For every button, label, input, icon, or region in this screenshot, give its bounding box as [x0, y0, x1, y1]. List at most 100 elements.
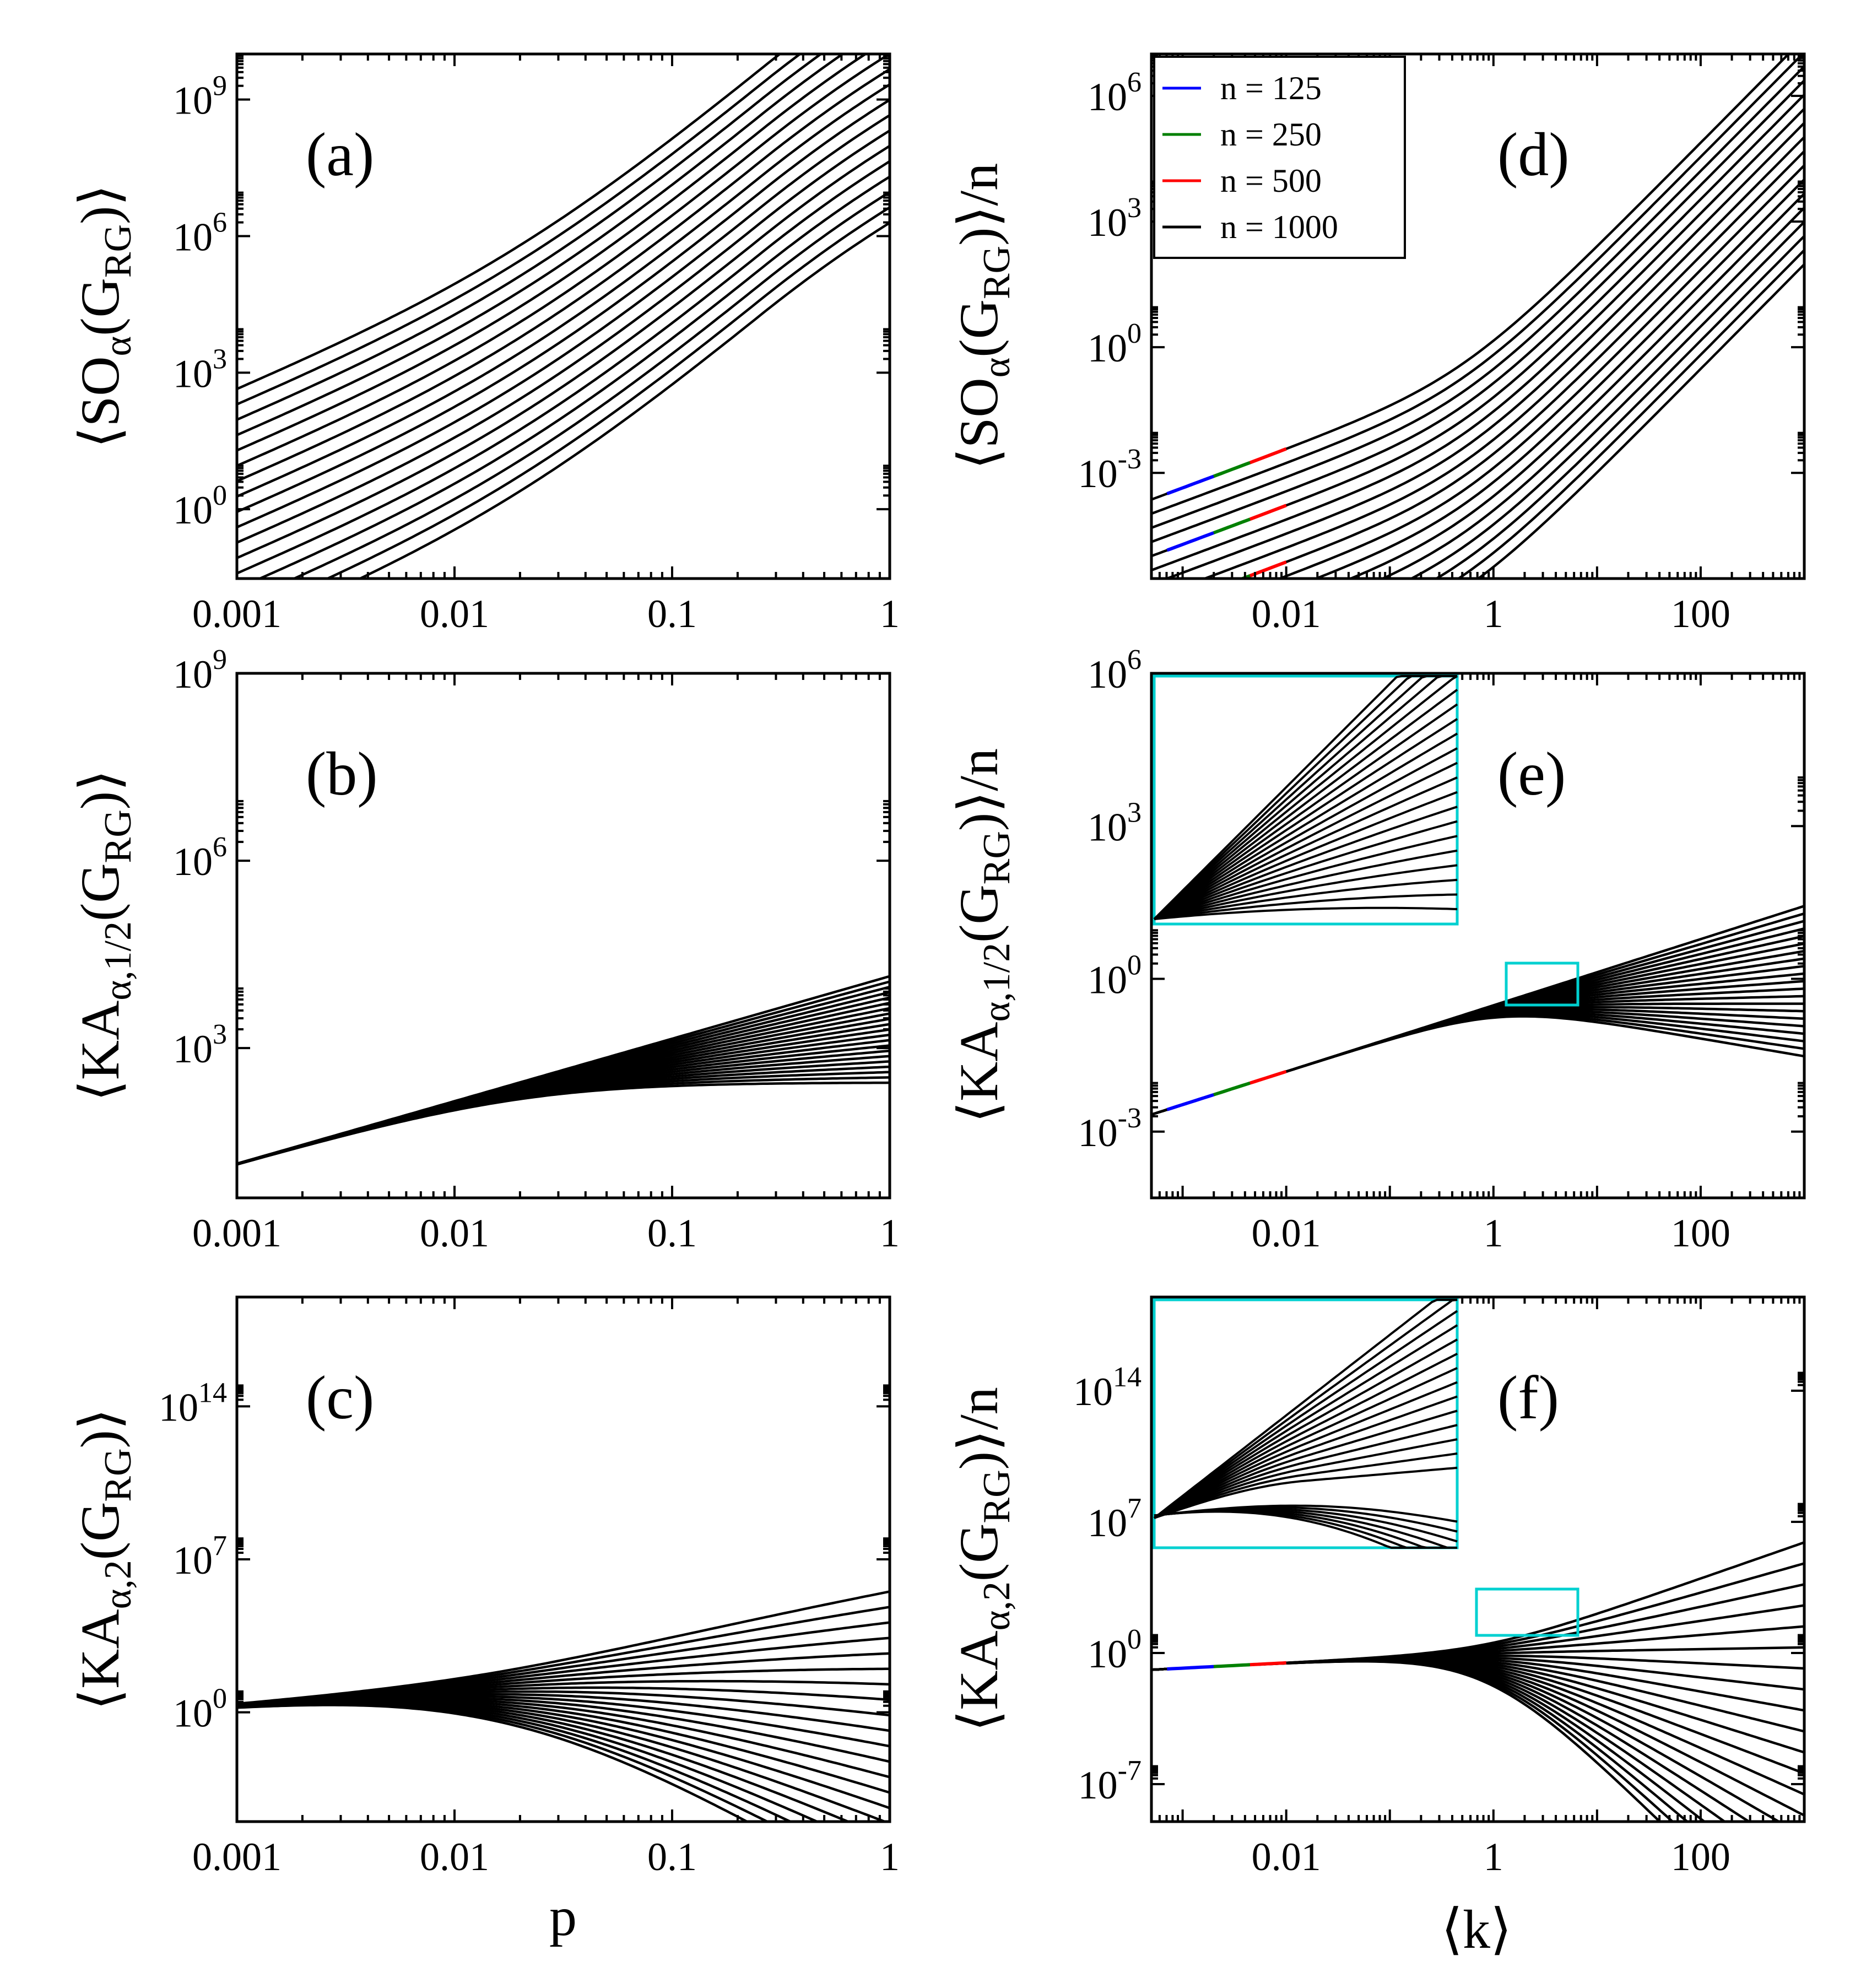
y-tick-label: 109 [173, 644, 227, 696]
series-line [1201, 136, 1804, 579]
panel-e-ylabel: ⟨KAα,1/2(GRG)⟩/n [948, 748, 1018, 1123]
series-line [1151, 1660, 1689, 1822]
inset-series-line [1153, 1324, 1458, 1519]
series-line [1151, 1659, 1804, 1817]
series-line [237, 1081, 890, 1166]
panel-c-xlabel: p [549, 1886, 577, 1947]
series-line [1151, 1011, 1804, 1116]
series-line [1151, 79, 1804, 543]
y-tick-label: 106 [173, 831, 227, 884]
panel-b-ticks: 0.001 0.01 0.1 1 103 106 109 [173, 644, 900, 1255]
panel-f-curves [1151, 1541, 1804, 1822]
panel-d-ticks: 0.01 1 100 10-3 100 103 106 [1078, 54, 1805, 636]
panel-c-label: (c) [306, 1364, 374, 1432]
panel-f-inset-curves [1153, 1299, 1458, 1549]
inset-series-line [1154, 1409, 1458, 1519]
panel-b-label: (b) [306, 740, 378, 808]
inset-series-line [1153, 1353, 1458, 1519]
inset-series-line [1153, 747, 1458, 920]
inset-series-line [1154, 835, 1458, 920]
inset-series-line [1153, 675, 1457, 920]
series-line [237, 144, 890, 559]
series-line [237, 1590, 890, 1705]
x-tick-label: 1 [1484, 1211, 1503, 1255]
y-tick-label: 103 [173, 343, 227, 396]
series-line [1276, 164, 1804, 579]
series-segment [1213, 1081, 1251, 1096]
series-line [1151, 1013, 1804, 1116]
series-line [1151, 972, 1804, 1116]
panel-d-ylabel: ⟨SOα(GRG)⟩/n [948, 163, 1018, 469]
series-line [1476, 263, 1804, 579]
y-tick-label: 106 [1088, 67, 1142, 119]
y-tick-label: 10-7 [1078, 1755, 1142, 1807]
y-tick-label: 107 [173, 1530, 227, 1582]
inset-series-line [1154, 1424, 1458, 1519]
y-tick-label: 103 [1088, 797, 1142, 849]
series-line [237, 1033, 890, 1165]
x-tick-label: 0.01 [420, 592, 489, 636]
x-tick-label: 0.1 [647, 592, 697, 636]
x-tick-label: 0.001 [192, 1835, 282, 1879]
inset-series-line [1154, 820, 1458, 920]
series-line [1151, 957, 1804, 1116]
inset-series-line [1154, 761, 1458, 920]
series-line [1151, 1659, 1751, 1822]
series-line [237, 1702, 820, 1822]
x-tick-label: 100 [1671, 592, 1730, 636]
x-tick-label: 1 [880, 1211, 900, 1255]
series-line [237, 54, 802, 406]
series-line [237, 160, 890, 575]
inset-series-line [1153, 675, 1458, 920]
series-line [1380, 207, 1804, 579]
x-tick-label: 100 [1671, 1835, 1730, 1879]
series-line [324, 206, 890, 579]
series-segment [1166, 1093, 1214, 1111]
inset-series-line [1153, 732, 1458, 920]
inset-series-line [1154, 1504, 1458, 1523]
inset-series-line [1154, 906, 1458, 920]
panel-b-curves [237, 975, 890, 1166]
series-line [1151, 54, 1804, 515]
series-segment [1213, 1663, 1251, 1668]
x-tick-label: 0.1 [647, 1211, 697, 1255]
series-line [257, 175, 890, 579]
y-tick-label: 103 [173, 1019, 227, 1071]
panel-f-inset [1153, 1298, 1459, 1549]
y-tick-label: 109 [173, 71, 227, 123]
panel-b-frame [235, 672, 891, 1200]
x-tick-label: 0.01 [420, 1211, 489, 1255]
panel-c-curves [237, 1590, 890, 1822]
inset-series-line [1154, 1366, 1458, 1519]
panel-e-inset [1153, 674, 1459, 926]
series-segment [1167, 646, 1214, 663]
panel-d-label: (d) [1497, 121, 1570, 189]
x-tick-label: 0.1 [647, 1835, 697, 1879]
series-line [1151, 949, 1804, 1116]
x-tick-label: 0.01 [1252, 592, 1321, 636]
inset-series-line [1153, 718, 1458, 920]
inset-series-line [1153, 1299, 1457, 1519]
panel-a-label: (a) [306, 121, 374, 189]
panel-a: 0.001 0.01 0.1 1 100 103 106 109 (a) ⟨SOα(GRG)⟩ [69, 52, 900, 636]
inset-series-line [1154, 893, 1458, 920]
series-line [291, 191, 890, 579]
inset-series-line [1154, 1452, 1458, 1519]
inset-series-line [1154, 849, 1458, 920]
panel-e: 0.01 1 100 10-3 100 103 106 (e) ⟨KAα,1/2(GRG)⟩… [948, 644, 1806, 1255]
inset-series-line [1153, 675, 1457, 920]
series-line [237, 54, 868, 452]
y-tick-label: 100 [173, 1683, 227, 1736]
panel-d: 0.01 1 100 10-3 100 103 106 (d) ⟨SOα(GRG)⟩/n n… [948, 52, 1806, 663]
series-segment [1167, 1665, 1214, 1671]
legend-label: n = 500 [1220, 163, 1322, 199]
panel-a-curves [237, 54, 890, 579]
y-tick-label: 100 [1088, 318, 1142, 370]
x-tick-label: 0.001 [192, 592, 282, 636]
x-tick-label: 100 [1671, 1211, 1730, 1255]
panel-d-legend: n = 125 n = 250 n = 500 n = 1000 [1153, 56, 1406, 259]
series-line [1409, 221, 1804, 579]
series-line [1151, 65, 1804, 530]
y-tick-label: 1014 [1073, 1362, 1142, 1414]
